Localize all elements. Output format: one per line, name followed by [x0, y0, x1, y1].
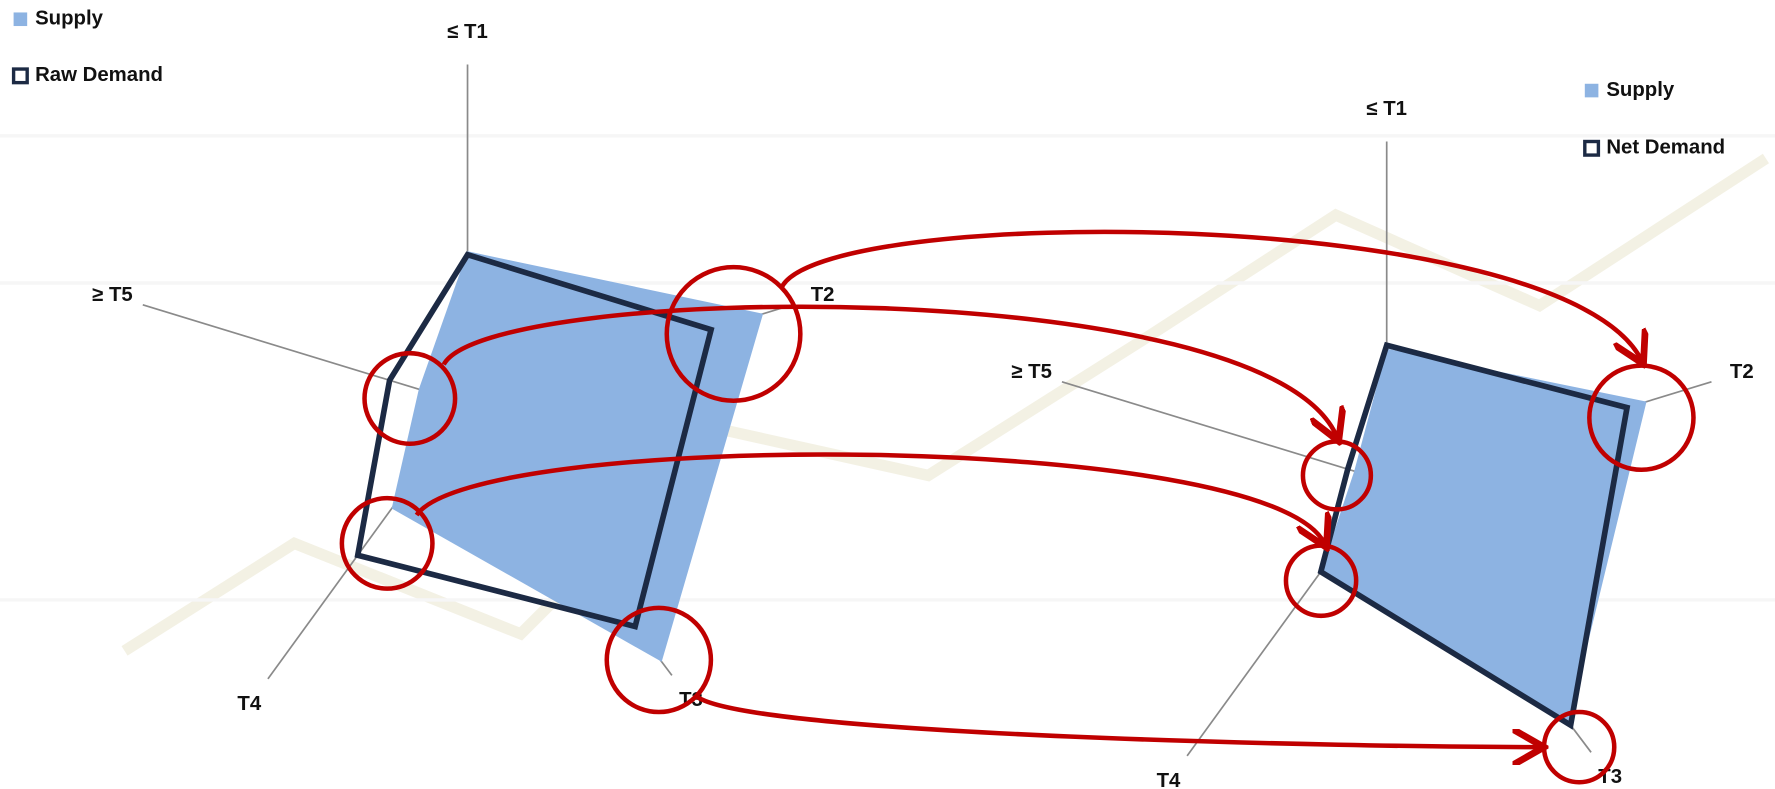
legend-swatch — [11, 67, 29, 85]
supply-area — [1320, 348, 1647, 723]
arrow — [694, 694, 1539, 747]
legend-label: Supply — [35, 8, 104, 30]
legend-swatch — [13, 12, 28, 27]
axis-label: ≥ T5 — [1011, 361, 1052, 383]
axis-label: ≥ T5 — [92, 284, 133, 306]
legend-swatch — [1583, 139, 1601, 157]
highlight-circle — [1541, 709, 1617, 785]
arrow — [778, 229, 1641, 360]
arrow — [414, 452, 1325, 544]
highlight-circle — [664, 264, 803, 403]
axis-label: ≤ T1 — [1366, 98, 1407, 120]
legend-swatch — [1584, 83, 1599, 98]
annotations — [339, 229, 1696, 785]
highlight-circle — [339, 495, 435, 591]
arrow — [441, 304, 1337, 437]
highlight-circle — [362, 350, 458, 447]
axis-label: T2 — [811, 284, 835, 306]
axis-label: ≤ T1 — [447, 21, 488, 43]
axis-label: T4 — [237, 693, 261, 715]
radar-axis — [1061, 380, 1387, 482]
legend-label: Supply — [1606, 79, 1675, 101]
highlight-circle — [604, 605, 714, 715]
axis-label: T4 — [1157, 770, 1181, 789]
legend-label: Net Demand — [1606, 137, 1725, 159]
axis-label: T2 — [1730, 361, 1754, 383]
axis-label: T3 — [1598, 766, 1622, 788]
radar-axis — [142, 304, 468, 405]
legend-label: Raw Demand — [35, 64, 163, 86]
